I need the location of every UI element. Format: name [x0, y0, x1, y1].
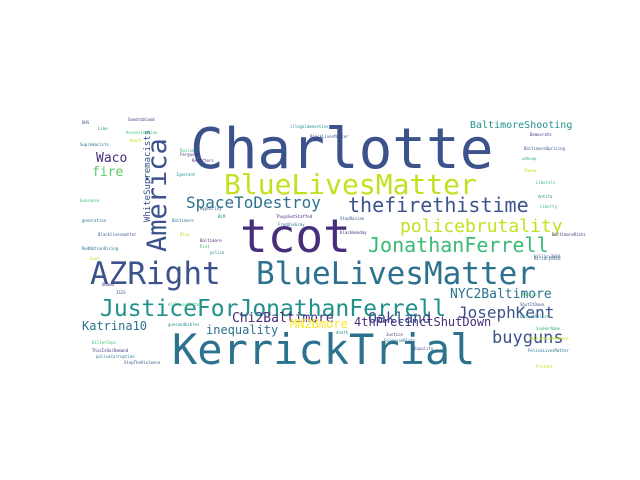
word-mn2bmore: MN2Bmore	[290, 317, 348, 331]
word-inequality: inequality	[206, 323, 278, 337]
small-word: Heart	[130, 138, 143, 143]
small-word: BaltimoreRiots	[552, 232, 586, 237]
small-word: Liberals	[536, 180, 556, 185]
small-word: Riot	[200, 244, 210, 249]
word-charlotte: Charlotte	[190, 117, 493, 182]
small-word: illegalamnesties	[290, 124, 329, 129]
small-word: RedNationRising	[82, 246, 119, 251]
word-chi2baltimore: Chi2Baltimore	[232, 311, 334, 326]
small-word: Ferguson	[180, 152, 200, 157]
small-word: death	[336, 330, 349, 335]
small-word: BLM	[218, 214, 226, 219]
small-word: policeCorruption	[96, 354, 135, 359]
small-word: BlackLivesMatter	[310, 134, 349, 139]
word-nyc2baltimore: NYC2Baltimore	[450, 287, 552, 302]
small-word: Racism	[180, 148, 195, 153]
small-word: Hillary2016	[534, 256, 561, 261]
small-word: Supremacists	[80, 142, 109, 147]
word-america: America	[142, 138, 173, 252]
small-word: ISIS	[116, 290, 126, 295]
word-azright: AZRight	[90, 256, 221, 292]
small-word: Sheep	[524, 168, 537, 173]
small-word: AllLivesMatter	[168, 302, 202, 307]
small-word: Hillary2016	[534, 254, 561, 259]
small-word: Baltimore	[200, 238, 222, 243]
word-josephkent: JosephKent	[458, 303, 554, 322]
word-jonathanferrell: JonathanFerrell	[368, 233, 549, 257]
small-word: gunsandbibles	[168, 322, 200, 327]
word-waco: Waco	[96, 151, 127, 166]
word-4thprecinctshutdown: 4thPrecinctShutDown	[354, 315, 491, 329]
small-word: blackmonday	[340, 230, 367, 235]
small-word: Reporters	[192, 158, 214, 163]
word-katrina10: Katrina10	[82, 319, 147, 333]
small-word: StopRacism	[340, 216, 365, 221]
small-word: Like	[98, 126, 108, 131]
small-word: Blacklivesmatter	[98, 232, 137, 237]
small-word: Racism	[522, 292, 537, 297]
small-word: DHS	[82, 120, 90, 125]
small-word: generation	[82, 218, 107, 223]
small-word: Antifa	[538, 194, 553, 199]
word-baltimoreshooting: BaltimoreShooting	[470, 120, 572, 131]
small-word: Protest	[536, 364, 553, 369]
small-word: DefundPolice	[520, 314, 549, 319]
word-tcot: tcot	[240, 209, 351, 263]
small-word: ShutItDown	[520, 302, 545, 307]
small-word: ThugsGetStaffed	[276, 214, 313, 219]
small-word: ThisIsOurDemand	[92, 348, 129, 353]
small-word: SayHerName	[536, 326, 561, 331]
small-word: Sandrabland	[128, 117, 155, 122]
small-word: FergusonRiots	[384, 338, 416, 343]
small-word: Blue	[180, 232, 190, 237]
small-word: StopTheViolence	[124, 360, 161, 365]
word-spacetodestroy: SpaceToDestroy	[186, 193, 321, 212]
small-word: wakeup	[522, 156, 537, 161]
small-word: PoliceLivesMatter	[528, 348, 570, 353]
word-buyguns: buyguns	[492, 328, 564, 348]
word-whitesupremacists: WhiteSupremacists	[143, 130, 153, 222]
small-word: police	[210, 250, 225, 255]
small-word: Equality	[414, 346, 434, 351]
word-bluelivesmatter-lime: BlueLivesMatter	[224, 168, 477, 201]
small-word: Baltimore	[172, 218, 194, 223]
small-word: Liberty	[540, 204, 557, 209]
word-oakland: Oakland	[368, 309, 431, 327]
small-word: Assassination	[126, 130, 158, 135]
small-word: BaltimoreUprising	[524, 146, 566, 151]
small-word: KillerCops	[92, 340, 117, 345]
small-word: Ignorant	[176, 172, 196, 177]
small-word: Guns	[90, 256, 100, 261]
word-bluelivesmatter-teal: BlueLivesMatter	[256, 256, 536, 292]
small-words: DHS Like Supremacists Sandrabland Assass…	[80, 117, 586, 369]
small-word: Obama	[102, 282, 115, 287]
word-kerricktrial: KerrickTrial	[172, 325, 475, 374]
word-policebrutality: policebrutality	[400, 216, 563, 237]
small-word: Democrats	[530, 132, 552, 137]
small-word: Hypocrisy	[200, 206, 222, 211]
small-word: Gunsense	[80, 198, 100, 203]
small-word: NoJusticeNoPeace	[530, 336, 569, 341]
word-justiceforjonathanferrell: JusticeForJonathanFerrell	[100, 296, 446, 322]
word-fire: fire	[92, 165, 123, 180]
small-word: FreddieGray	[278, 222, 305, 227]
small-word: Justice	[386, 332, 403, 337]
word-thefirethistime: thefirethistime	[348, 193, 529, 217]
